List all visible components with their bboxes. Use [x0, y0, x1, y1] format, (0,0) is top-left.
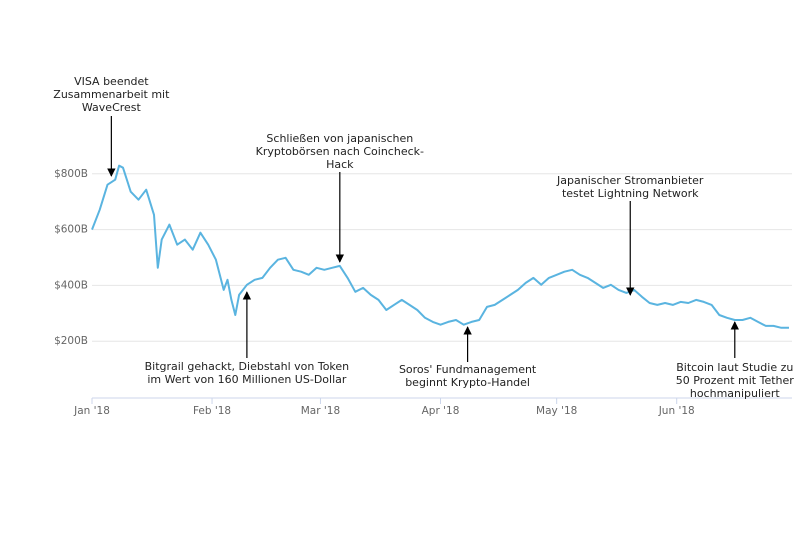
- annotation-text: Bitgrail gehackt, Diebstahl von Token: [145, 360, 350, 373]
- y-tick-label: $800B: [54, 168, 88, 180]
- series-line: [91, 164, 789, 329]
- y-tick-label: $600B: [54, 224, 88, 236]
- annotation-text: beginnt Krypto-Handel: [405, 376, 530, 389]
- x-tick-label: Feb '18: [193, 405, 231, 417]
- y-tick-label: $200B: [54, 335, 88, 347]
- annotation-text: testet Lightning Network: [562, 187, 699, 200]
- annotation-text: Japanischer Stromanbieter: [556, 174, 704, 187]
- annotation-text: Hack: [326, 158, 354, 171]
- annotation-text: VISA beendet: [74, 75, 149, 88]
- y-tick-label: $400B: [54, 279, 88, 291]
- annotation-text: Schließen von japanischen: [266, 132, 413, 145]
- x-tick-label: Jun '18: [658, 405, 695, 417]
- annotation-text: hochmanipuliert: [690, 387, 781, 400]
- annotation-text: Zusammenarbeit mit: [53, 88, 170, 101]
- x-tick-label: Mar '18: [301, 405, 340, 417]
- annotation-text: 50 Prozent mit Tether: [676, 374, 795, 387]
- x-tick-label: Jan '18: [73, 405, 110, 417]
- annotation-text: im Wert von 160 Millionen US-Dollar: [147, 373, 347, 386]
- annotation-text: Kryptobörsen nach Coincheck-: [256, 145, 424, 158]
- annotation-text: Soros' Fundmanagement: [399, 363, 537, 376]
- x-tick-label: May '18: [536, 405, 577, 417]
- x-tick-label: Apr '18: [422, 405, 460, 417]
- annotation-text: WaveCrest: [82, 101, 142, 114]
- annotation-text: Bitcoin laut Studie zu: [676, 361, 793, 374]
